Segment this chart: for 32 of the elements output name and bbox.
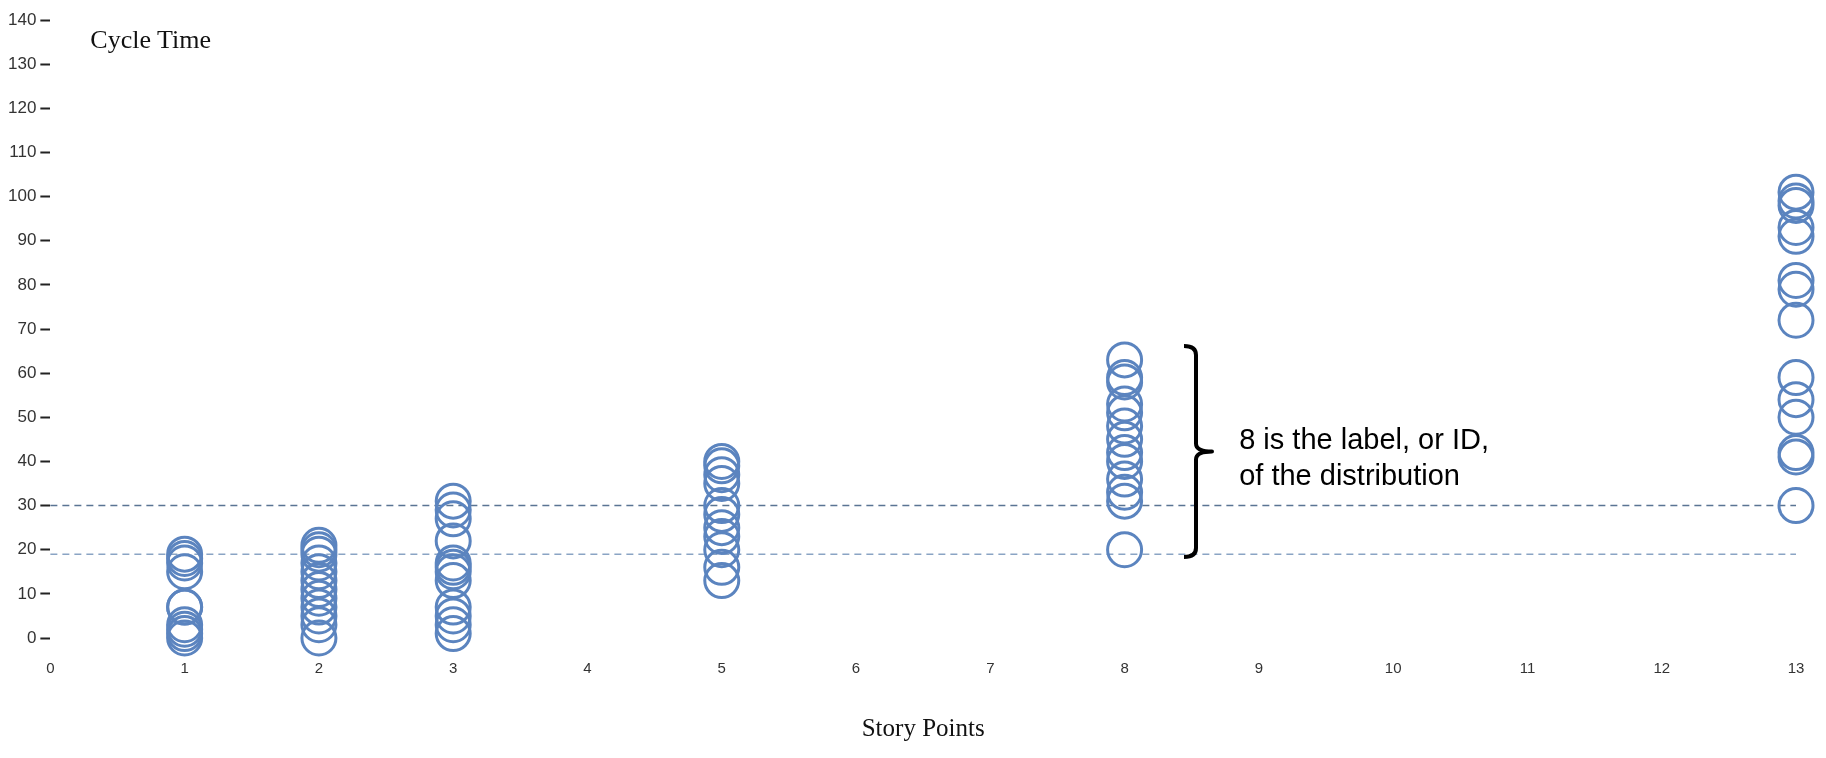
y-tick-label: 100 [7,186,37,206]
x-tick-label: 1 [180,659,189,677]
x-axis-title: Story Points [861,713,985,741]
y-tick-label: 140 [7,9,37,29]
x-tick-label: 6 [851,659,861,677]
x-tick-label: 13 [1787,659,1805,677]
x-tick-label: 9 [1254,659,1264,677]
y-tick-label: 60 [17,362,37,382]
x-tick-label: 5 [717,659,726,677]
y-tick-label: 80 [17,274,37,294]
y-tick-label: 70 [17,318,37,338]
y-tick-label: 110 [9,142,37,162]
x-tick-label: 4 [583,659,592,677]
y-tick-label: 10 [17,583,37,603]
x-tick-label: 11 [1519,659,1536,677]
x-tick-label: 2 [314,659,324,677]
y-tick-label: 40 [17,451,37,471]
annotation: 8 is the label, or ID, of the distribution [1239,422,1489,491]
x-tick-label: 10 [1384,659,1402,677]
y-tick-label: 90 [17,230,37,250]
y-tick-label: 20 [17,539,37,559]
y-tick-label: 130 [7,53,37,73]
x-tick-label: 8 [1120,659,1129,677]
x-tick-label: 3 [449,659,458,677]
y-tick-label: 30 [17,495,37,515]
chart-title: Cycle Time [90,24,211,54]
y-tick-label: 0 [26,627,37,647]
x-tick-label: 12 [1653,659,1671,677]
x-tick-label: 0 [46,659,55,677]
y-tick-label: 120 [7,97,37,117]
y-tick-label: 50 [17,406,37,426]
x-tick-label: 7 [986,659,995,677]
